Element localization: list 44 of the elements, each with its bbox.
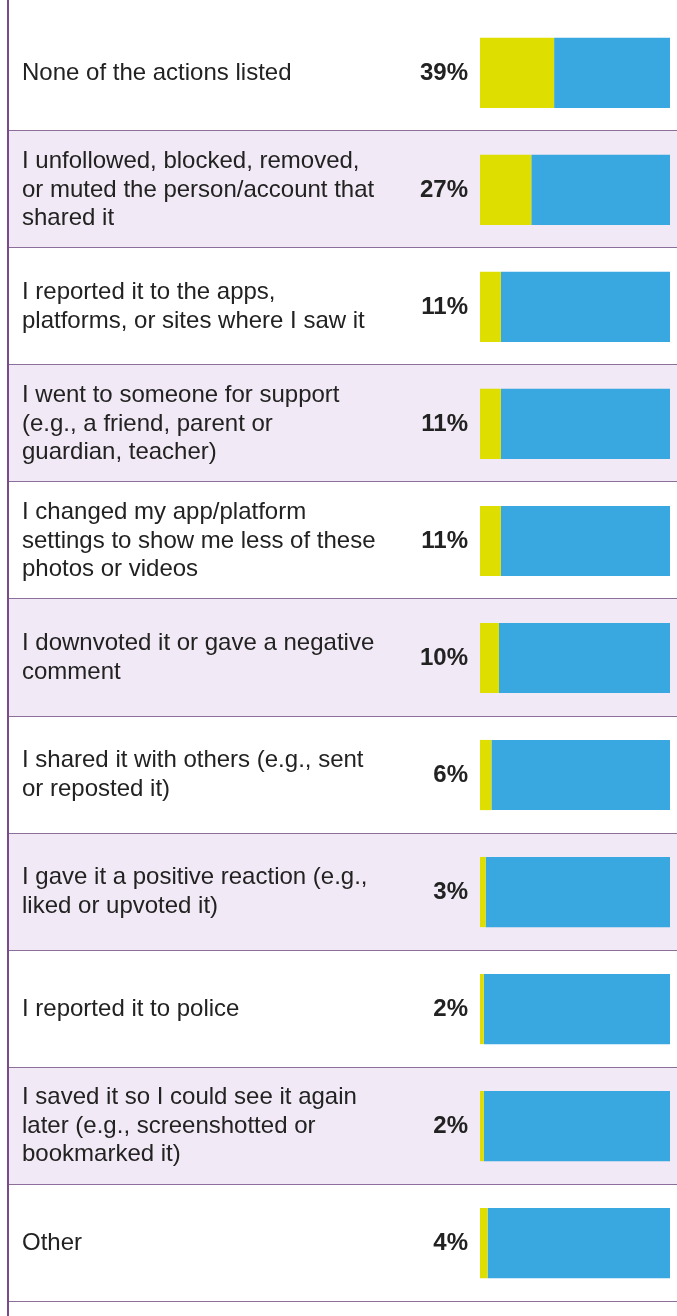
bar — [500, 505, 670, 577]
y-tick-label: I saved it so I could see it again later (e.g., screenshotted or bookmarked it) — [22, 1081, 357, 1167]
data-label: 11% — [421, 291, 468, 319]
data-label: 11% — [421, 525, 468, 553]
bar — [485, 856, 670, 928]
data-label: 2% — [433, 993, 468, 1021]
bar — [480, 154, 532, 226]
bar — [499, 622, 670, 694]
bar — [480, 271, 501, 343]
bar — [491, 739, 670, 811]
bar — [483, 1090, 670, 1162]
y-tick-label: I reported it to the apps, platforms, or sites where I saw it — [22, 277, 366, 333]
y-tick-label: I downvoted it or gave a negative comment — [22, 628, 375, 685]
data-label: 27% — [419, 174, 468, 202]
data-label: 10% — [419, 642, 468, 670]
bar — [480, 1207, 488, 1279]
bar — [480, 505, 501, 577]
bar — [480, 1090, 484, 1162]
bar — [500, 388, 670, 460]
bar — [531, 154, 670, 226]
bar — [483, 973, 670, 1045]
bar — [480, 388, 501, 460]
bar — [500, 271, 670, 343]
y-tick-label: I changed my app/platform settings to show me less of these photos or videos — [22, 496, 376, 582]
data-label: 6% — [433, 759, 468, 787]
data-label: 39% — [419, 57, 468, 85]
data-label: 4% — [433, 1227, 468, 1255]
y-tick-label: I shared it with others (e.g., sent or reposted it) — [22, 745, 364, 802]
y-tick-label: Other — [22, 1227, 83, 1255]
data-label: 2% — [433, 1110, 468, 1138]
bar — [480, 739, 492, 811]
bar — [480, 622, 499, 694]
y-tick-label: I unfollowed, blocked, removed, or muted the person/account that shared it — [22, 145, 375, 231]
bar — [480, 37, 555, 109]
y-tick-label: I reported it to police — [22, 993, 240, 1021]
y-tick-label: None of the actions listed — [22, 57, 292, 85]
data-label: 3% — [433, 876, 468, 904]
data-label: 11% — [421, 408, 468, 436]
bar — [480, 856, 486, 928]
bar — [487, 1207, 670, 1279]
y-tick-label: I gave it a positive reaction (e.g., liked or upvoted it) — [22, 862, 368, 919]
bar — [480, 973, 484, 1045]
y-tick-label: I went to someone for support (e.g., a friend, parent or guardian, teacher) — [22, 379, 340, 465]
bar — [554, 37, 670, 109]
